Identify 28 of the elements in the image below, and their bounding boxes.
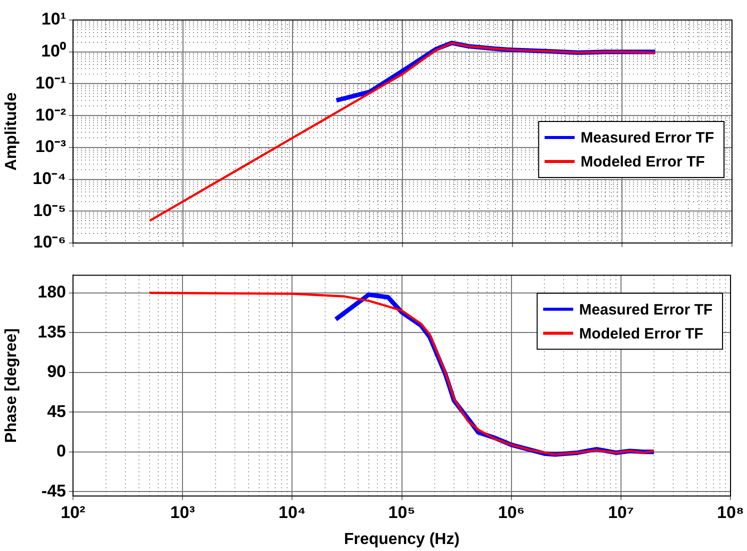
y-tick-label: 10⁻¹ bbox=[35, 73, 66, 92]
y-tick-label: 0 bbox=[56, 442, 66, 461]
y-tick-label: 45 bbox=[47, 402, 66, 421]
x-tick-label: 10⁵ bbox=[388, 502, 416, 522]
y-tick-label: 135 bbox=[38, 322, 66, 342]
x-tick-label: 10⁷ bbox=[608, 502, 634, 522]
y-tick-label: 10⁻⁶ bbox=[33, 232, 66, 252]
y-tick-label: 10⁻³ bbox=[35, 137, 66, 156]
y-axis-title: Amplitude bbox=[3, 92, 20, 171]
legend-label: Measured Error TF bbox=[579, 301, 713, 318]
y-tick-label: 10⁻⁵ bbox=[33, 200, 66, 220]
y-tick-label: 180 bbox=[38, 282, 66, 302]
y-tick-label: 90 bbox=[47, 362, 66, 382]
y-axis-title: Phase [degree] bbox=[3, 328, 20, 443]
x-tick-label: 10³ bbox=[170, 502, 196, 522]
y-tick-label: -45 bbox=[41, 481, 66, 500]
x-tick-label: 10⁶ bbox=[498, 502, 525, 522]
legend-label: Modeled Error TF bbox=[579, 325, 704, 342]
y-tick-label: 10⁰ bbox=[41, 42, 66, 61]
y-tick-label: 10⁻⁴ bbox=[32, 168, 66, 188]
x-axis-title: Frequency (Hz) bbox=[344, 530, 460, 548]
y-tick-label: 10⁻² bbox=[35, 105, 66, 124]
x-tick-label: 10⁴ bbox=[278, 502, 306, 522]
y-tick-label: 10¹ bbox=[41, 10, 66, 29]
legend-label: Measured Error TF bbox=[580, 130, 714, 147]
x-tick-label: 10² bbox=[60, 502, 86, 522]
x-tick-label: 10⁸ bbox=[717, 502, 744, 522]
legend-label: Modeled Error TF bbox=[580, 154, 705, 171]
